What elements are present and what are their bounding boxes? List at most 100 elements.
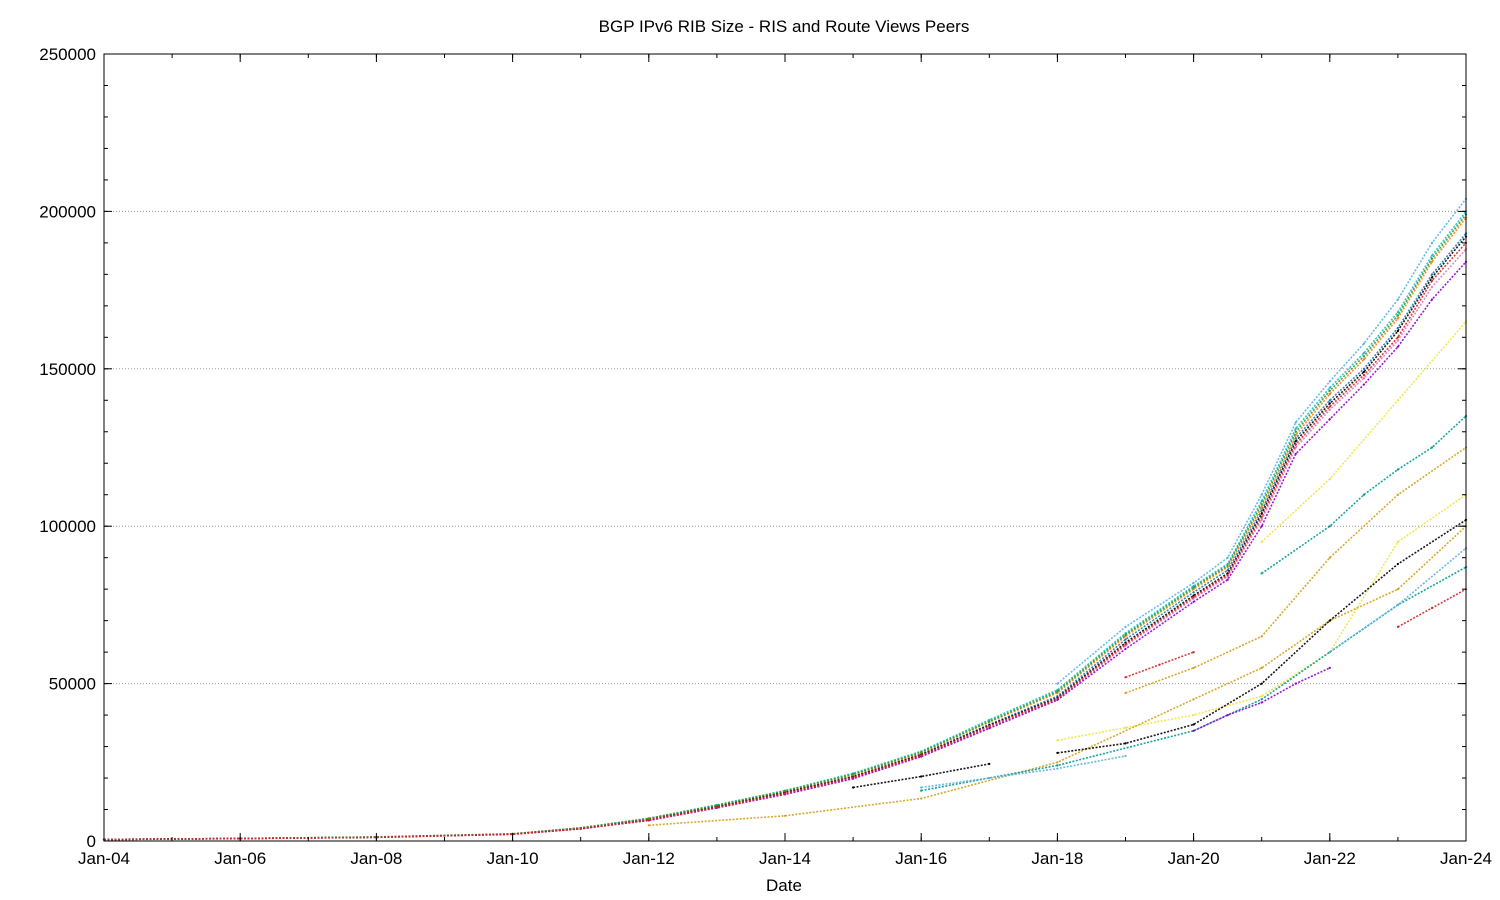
x-tick-label: Jan-24 [1440,849,1492,868]
data-point [1396,603,1399,607]
grid-lines [104,210,1466,685]
data-point [1396,326,1399,329]
y-axis: 0 50000 100000 150000 200000 250000 [39,45,1466,851]
data-point [1056,739,1059,742]
series-trace [921,566,1467,792]
data-point [920,754,923,757]
data-point [1294,682,1297,685]
series-4 [102,216,1468,841]
data-point [1192,591,1195,594]
data-point [1056,751,1059,755]
data-point [1226,714,1229,717]
data-point [1260,525,1263,528]
data-point [1328,651,1331,654]
data-point [1362,370,1365,373]
data-point [1260,572,1263,575]
data-point [1260,506,1263,509]
data-point [1396,399,1399,402]
series-trace [103,236,1467,841]
data-point [1124,726,1127,729]
data-point [1294,446,1297,449]
plot-frame [103,53,1467,842]
series-trace [103,217,1467,841]
data-point [1226,575,1229,578]
y-tick-label: 150000 [39,360,96,379]
series-trace [103,232,1467,841]
series-8 [1056,197,1468,685]
y-tick-label: 200000 [39,202,96,221]
data-point [1396,311,1399,314]
data-point [920,789,923,792]
data-point [1328,389,1331,392]
x-tick-label: Jan-20 [1168,849,1220,868]
data-point [1260,540,1263,544]
data-point [1430,606,1434,610]
data-point [1430,257,1434,260]
data-point [1396,336,1399,339]
data-point [1294,421,1297,424]
data-point [1362,352,1365,355]
series-9 [852,762,991,789]
data-point [1124,691,1127,695]
data-point [920,797,923,800]
data-point [1396,468,1399,471]
data-point [1396,329,1399,333]
data-point [1192,729,1195,732]
series-18 [1124,651,1195,679]
data-point [1396,493,1399,496]
x-tick-label: Jan-04 [78,849,130,868]
data-point [1362,383,1365,386]
data-point [1328,418,1331,421]
data-point [1124,625,1127,629]
x-tick-label: Jan-06 [214,849,266,868]
data-point [783,814,787,817]
data-point [1124,754,1127,758]
y-tick-label: 100000 [39,517,96,536]
data-point [1396,314,1399,317]
data-point [1192,723,1195,726]
data-point [1124,643,1127,646]
data-point [715,806,719,809]
data-point [1328,556,1331,559]
series-12 [920,566,1468,792]
data-point [1192,600,1195,603]
series-15 [1124,446,1468,695]
data-point [1430,298,1434,301]
data-point [1362,355,1365,358]
y-tick-label: 50000 [49,675,96,694]
data-point [1056,767,1059,770]
data-point [1328,399,1331,402]
data-point [1430,273,1434,276]
data-point [1260,515,1263,518]
data-point [988,725,991,728]
data-point [852,776,855,779]
data-point [920,775,923,778]
series-14 [920,754,1127,789]
data-point [1192,666,1195,670]
data-point [1192,581,1195,585]
data-point [1328,619,1331,622]
data-point [1430,241,1434,244]
data-point [1226,564,1229,567]
data-point [988,762,991,766]
x-axis-label: Date [766,876,802,895]
data-point [579,827,582,830]
series-trace [103,248,1467,841]
data-point [1328,380,1331,383]
data-point [988,718,991,721]
data-point [1226,573,1229,577]
data-point [1430,285,1434,289]
data-point [1328,525,1331,528]
data-point [1294,430,1297,433]
data-point [1056,764,1059,767]
data-point [1124,742,1127,745]
series-layer [102,197,1468,841]
data-point [1226,572,1229,575]
series-13 [1056,518,1468,755]
x-tick-label: Jan-16 [895,849,947,868]
data-point [1328,392,1331,396]
data-point [1192,698,1195,701]
x-axis: Jan-04 Jan-06 Jan-08 Jan-10 Jan-12 Jan-14 Jan-… [78,54,1492,868]
series-3 [102,260,1468,841]
